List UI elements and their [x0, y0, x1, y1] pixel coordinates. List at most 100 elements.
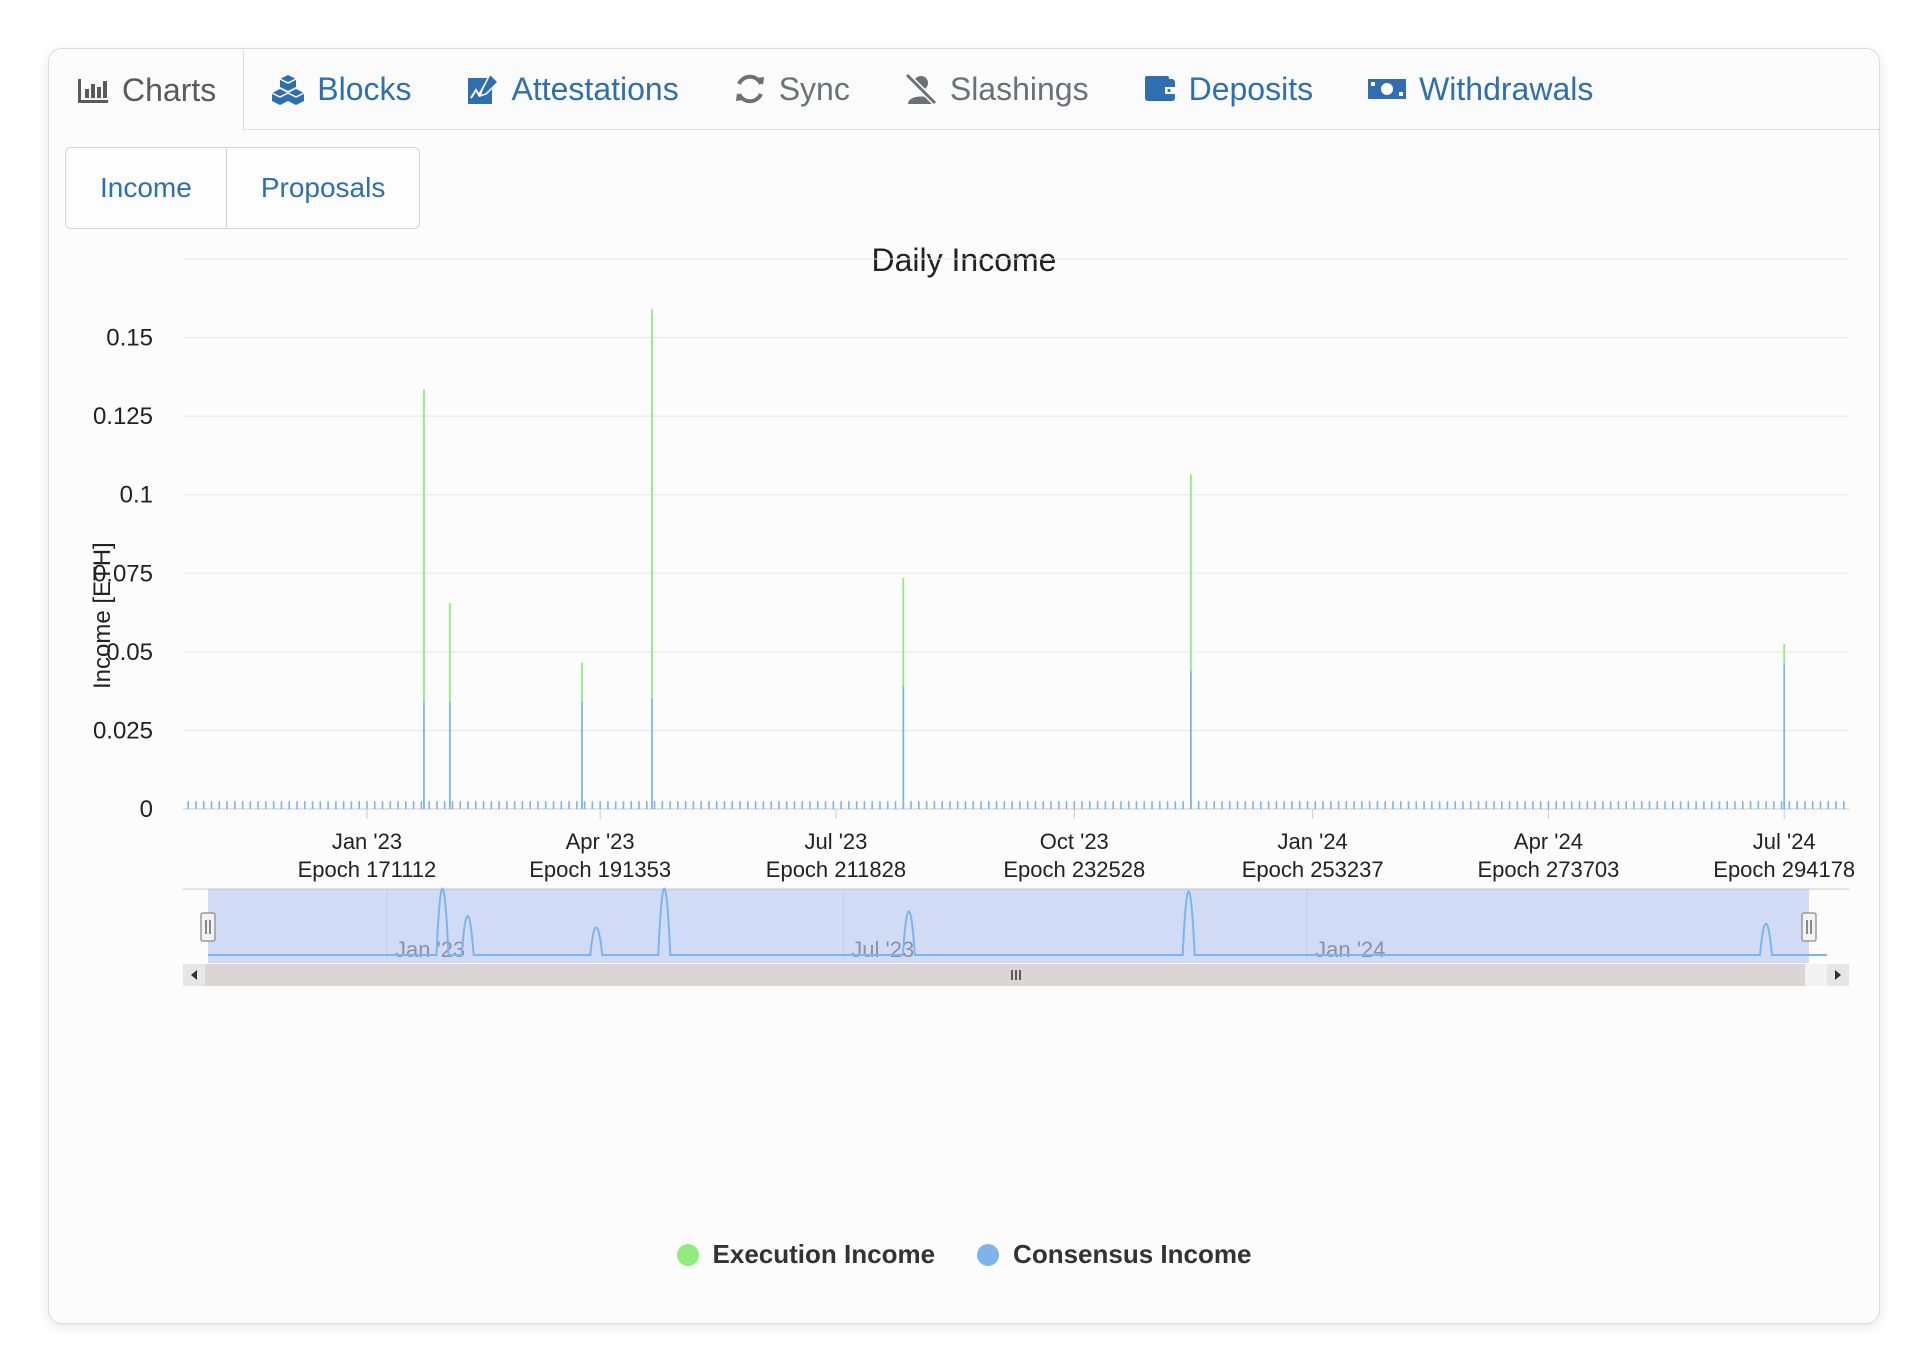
consensus-baseline-bar [1267, 801, 1270, 809]
consensus-baseline-bar [1228, 801, 1231, 809]
tab-attestations[interactable]: Attestations [439, 49, 706, 129]
consensus-baseline-bar [879, 801, 881, 809]
consensus-baseline-bar [234, 801, 236, 809]
consensus-baseline-bar [373, 801, 376, 809]
legend-execution-income[interactable]: Execution Income [676, 1239, 936, 1270]
consensus-baseline-bar [863, 801, 866, 809]
consensus-baseline-bar [1843, 801, 1845, 809]
y-tick-label: 0.15 [106, 325, 153, 352]
consensus-bar [1783, 664, 1786, 809]
consensus-baseline-bar [816, 801, 819, 809]
consensus-baseline-bar [1718, 801, 1721, 809]
consensus-baseline-bar [1819, 801, 1822, 809]
consensus-baseline-bar [1648, 801, 1651, 809]
consensus-baseline-bar [443, 801, 446, 809]
consensus-baseline-bar [1330, 801, 1332, 809]
consensus-baseline-bar [1252, 801, 1254, 809]
navigator-handle-right[interactable] [1801, 912, 1817, 942]
consensus-baseline-bar [187, 801, 189, 809]
consensus-baseline-bar [1120, 801, 1122, 809]
consensus-baseline-bar [381, 801, 384, 809]
consensus-baseline-bar [1415, 801, 1418, 809]
consensus-baseline-bar [1104, 801, 1107, 809]
consensus-baseline-bar [809, 801, 811, 809]
tab-charts-label: Charts [122, 71, 217, 108]
x-tick-epoch-label: Epoch 211828 [766, 857, 906, 882]
consensus-baseline-bar [560, 801, 563, 809]
bar-chart-icon [78, 79, 108, 103]
execution-bar [423, 389, 425, 703]
consensus-baseline-bar [645, 801, 648, 809]
consensus-baseline-bar [1423, 801, 1425, 809]
consensus-baseline-bar [210, 801, 213, 809]
consensus-baseline-bar [1640, 801, 1643, 809]
consensus-baseline-bar [933, 801, 936, 809]
consensus-baseline-bar [1322, 801, 1324, 809]
navigator-label: Jan '23 [395, 937, 465, 962]
consensus-baseline-bar [195, 801, 197, 809]
scrollbar-left-button[interactable] [183, 964, 205, 986]
consensus-baseline-bar [1485, 801, 1488, 809]
consensus-baseline-bar [987, 801, 990, 809]
consensus-baseline-bar [303, 801, 306, 809]
consensus-baseline-bar [202, 801, 205, 809]
legend-consensus-income[interactable]: Consensus Income [977, 1239, 1251, 1270]
consensus-baseline-bar [607, 801, 609, 809]
consensus-baseline-bar [1096, 801, 1099, 809]
tab-blocks-label: Blocks [317, 70, 412, 107]
consensus-baseline-bar [1477, 801, 1480, 809]
y-tick-label: 0.075 [93, 560, 153, 587]
consensus-baseline-bar [1710, 801, 1713, 809]
x-tick-label: Apr '23 [566, 829, 635, 854]
consensus-baseline-bar [1197, 801, 1200, 809]
consensus-baseline-bar [1469, 801, 1472, 809]
consensus-baseline-bar [918, 801, 920, 809]
consensus-baseline-bar [925, 801, 928, 809]
tab-charts[interactable]: Charts [49, 49, 245, 131]
arrow-right-icon [1835, 970, 1841, 980]
x-tick-label: Oct '23 [1040, 829, 1109, 854]
consensus-baseline-bar [451, 801, 454, 809]
consensus-baseline-bar [506, 801, 508, 809]
x-tick-label: Apr '24 [1514, 829, 1583, 854]
legend-execution-label: Execution Income [712, 1239, 936, 1269]
subtab-income[interactable]: Income [100, 172, 192, 203]
execution-bar [902, 578, 905, 687]
scrollbar-thumb[interactable] [205, 964, 1805, 986]
navigator-handle-left[interactable] [200, 912, 216, 942]
x-tick-label: Jul '23 [804, 829, 867, 854]
tab-sync[interactable]: Sync [706, 49, 877, 129]
y-tick-label: 0.05 [106, 639, 153, 666]
consensus-baseline-bar [265, 801, 267, 809]
consensus-baseline-bar [420, 801, 423, 809]
tab-blocks[interactable]: Blocks [244, 49, 438, 129]
consensus-baseline-bar [1586, 801, 1589, 809]
consensus-baseline-bar [723, 801, 726, 809]
scrollbar-right-button[interactable] [1827, 964, 1849, 986]
tab-deposits[interactable]: Deposits [1116, 49, 1341, 129]
consensus-baseline-bar [459, 801, 462, 809]
money-bill-icon [1368, 79, 1407, 99]
consensus-baseline-bar [544, 801, 547, 809]
consensus-baseline-bar [1446, 801, 1449, 809]
consensus-baseline-bar [1314, 801, 1317, 809]
consensus-baseline-bar [1493, 801, 1495, 809]
y-tick-label: 0.125 [93, 403, 153, 430]
consensus-baseline-bar [1679, 801, 1682, 809]
consensus-baseline-bar [1835, 801, 1837, 809]
consensus-baseline-bar [1345, 801, 1348, 809]
consensus-baseline-bar [677, 801, 679, 809]
consensus-baseline-bar [218, 801, 221, 809]
consensus-baseline-bar [1283, 801, 1285, 809]
consensus-baseline-bar [731, 801, 734, 809]
consensus-baseline-bar [412, 801, 415, 809]
subtab-proposals[interactable]: Proposals [225, 148, 420, 228]
consensus-baseline-bar [1236, 801, 1239, 809]
consensus-baseline-bar [1656, 801, 1659, 809]
tab-withdrawals[interactable]: Withdrawals [1340, 49, 1620, 129]
consensus-baseline-bar [1796, 801, 1798, 809]
consensus-baseline-bar [964, 801, 967, 809]
consensus-baseline-bar [1431, 801, 1433, 809]
tab-slashings[interactable]: Slashings [877, 49, 1116, 129]
consensus-baseline-bar [513, 801, 516, 809]
